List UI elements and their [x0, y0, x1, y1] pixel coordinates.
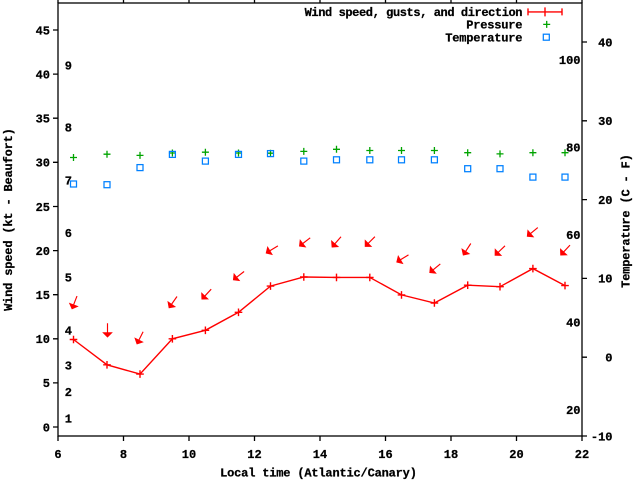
svg-text:10: 10	[598, 273, 612, 287]
svg-text:25: 25	[36, 201, 50, 215]
svg-text:8: 8	[65, 121, 72, 135]
svg-text:Wind speed, gusts, and directi: Wind speed, gusts, and direction	[305, 6, 523, 20]
svg-text:18: 18	[444, 448, 458, 462]
svg-text:Temperature (C - F): Temperature (C - F)	[620, 154, 634, 288]
svg-text:40: 40	[598, 36, 612, 50]
svg-text:45: 45	[36, 24, 50, 38]
svg-text:40: 40	[566, 317, 580, 331]
svg-text:1: 1	[65, 413, 72, 427]
svg-text:Wind speed (kt - Beaufort): Wind speed (kt - Beaufort)	[2, 128, 16, 311]
svg-text:20: 20	[598, 194, 612, 208]
svg-text:10: 10	[36, 333, 50, 347]
svg-text:7: 7	[65, 174, 72, 188]
svg-text:20: 20	[566, 404, 580, 418]
svg-text:-10: -10	[591, 430, 613, 444]
svg-text:12: 12	[247, 448, 261, 462]
svg-text:14: 14	[313, 448, 327, 462]
svg-text:2: 2	[65, 386, 72, 400]
svg-text:100: 100	[559, 54, 581, 68]
svg-text:9: 9	[65, 60, 72, 74]
svg-text:10: 10	[182, 448, 196, 462]
svg-text:5: 5	[65, 271, 72, 285]
svg-text:20: 20	[509, 448, 523, 462]
svg-text:30: 30	[598, 115, 612, 129]
svg-text:15: 15	[36, 289, 50, 303]
svg-text:6: 6	[65, 227, 72, 241]
svg-text:22: 22	[575, 448, 589, 462]
svg-text:40: 40	[36, 68, 50, 82]
svg-text:5: 5	[43, 377, 50, 391]
svg-text:3: 3	[65, 360, 72, 374]
svg-text:Local time (Atlantic/Canary): Local time (Atlantic/Canary)	[220, 467, 417, 481]
svg-text:6: 6	[54, 448, 61, 462]
svg-text:Pressure: Pressure	[466, 19, 522, 33]
svg-text:20: 20	[36, 245, 50, 259]
svg-text:0: 0	[43, 421, 50, 435]
svg-text:80: 80	[566, 141, 580, 155]
svg-text:0: 0	[605, 352, 612, 366]
svg-text:30: 30	[36, 157, 50, 171]
svg-text:8: 8	[120, 448, 127, 462]
svg-text:4: 4	[65, 324, 72, 338]
svg-text:35: 35	[36, 113, 50, 127]
svg-text:Temperature: Temperature	[445, 32, 522, 46]
svg-text:16: 16	[378, 448, 392, 462]
svg-text:60: 60	[566, 229, 580, 243]
